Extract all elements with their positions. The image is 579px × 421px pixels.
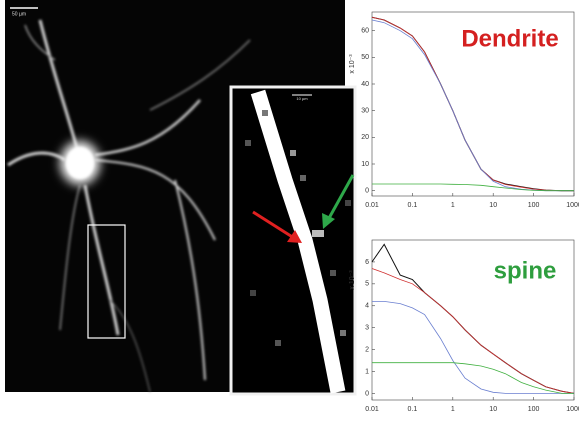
series-line	[371, 268, 575, 394]
x-tick-label: 0.1	[408, 406, 418, 413]
x-tick-label: 100	[528, 202, 540, 209]
inset-pixels	[245, 89, 351, 394]
y-axis-label: x 10⁻³	[349, 270, 356, 290]
y-tick-label: 60	[361, 28, 369, 35]
x-tick-label: 0.1	[408, 202, 418, 209]
x-tick-label: 0.01	[365, 202, 379, 209]
x-tick-label: 1000	[566, 406, 579, 413]
plot-frame	[371, 239, 575, 401]
series-line	[372, 301, 574, 394]
x-tick-label: 1	[451, 406, 455, 413]
y-tick-label: 4	[365, 303, 369, 310]
inset-scale-label: 10 µm	[296, 96, 308, 101]
y-tick-label: 0	[365, 390, 369, 397]
y-tick-label: 3	[365, 325, 369, 332]
y-tick-label: 2	[365, 346, 369, 353]
x-tick-label: 0.01	[365, 406, 379, 413]
scale-label: 50 µm	[12, 11, 26, 17]
y-tick-label: 20	[361, 134, 369, 141]
series-line	[372, 362, 574, 394]
x-tick-label: 10	[489, 202, 497, 209]
y-tick-label: 30	[361, 108, 369, 115]
series-line	[372, 183, 574, 192]
y-axis-label: x 10⁻³	[349, 54, 356, 74]
red-arrow	[252, 210, 302, 243]
y-tick-label: 40	[361, 81, 369, 88]
plot-frame	[371, 11, 575, 197]
y-tick-label: 5	[365, 281, 369, 288]
y-tick-label: 1	[365, 368, 369, 375]
green-arrow	[322, 174, 355, 229]
x-tick-label: 100	[528, 406, 540, 413]
x-tick-label: 1	[451, 202, 455, 209]
chart-title: Dendrite	[461, 25, 558, 52]
soma-core	[66, 147, 94, 179]
chart-title: spine	[494, 257, 557, 284]
x-tick-label: 1000	[566, 202, 579, 209]
y-tick-label: 50	[361, 54, 369, 61]
x-tick-label: 10	[489, 406, 497, 413]
roi-box	[87, 224, 126, 339]
y-tick-label: 10	[361, 161, 369, 168]
y-tick-label: 6	[365, 259, 369, 266]
y-tick-label: 0	[365, 188, 369, 195]
